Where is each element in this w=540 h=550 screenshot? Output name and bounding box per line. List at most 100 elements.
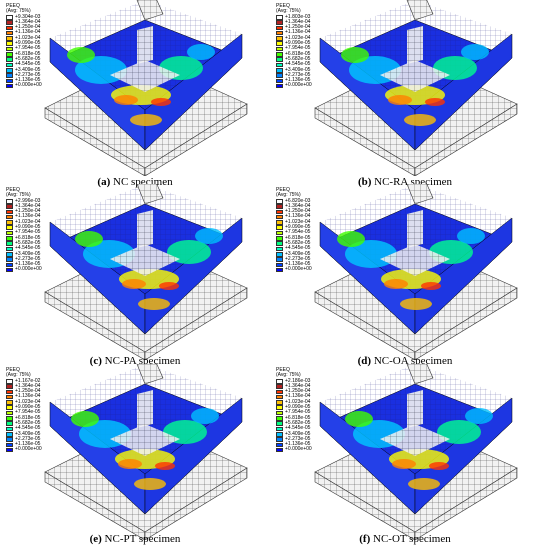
legend-row: +0.000e+00 — [276, 447, 340, 453]
legend-row: +1.250e-04 — [276, 388, 340, 395]
legend-swatch — [6, 410, 13, 416]
legend-value: +1.023e-04 — [285, 218, 311, 225]
legend-swatch — [6, 230, 13, 236]
legend-swatch — [276, 230, 283, 236]
legend-row: +6.818e-05 — [276, 50, 340, 57]
legend-row: +9.090e-05 — [276, 404, 340, 411]
legend-value: +9.090e-05 — [285, 224, 311, 231]
legend-swatch — [276, 36, 283, 41]
legend-row: +1.136e-05 — [6, 261, 70, 268]
legend-row: +6.818e-05 — [6, 51, 70, 57]
legend-swatch — [6, 267, 13, 273]
legend-swatch — [276, 67, 283, 73]
legend-value: +5.682e-05 — [15, 239, 41, 246]
legend-row: +0.000e+00 — [6, 83, 70, 89]
legend-row: +1.364e-04 — [276, 19, 340, 25]
legend-title: PEEQ — [6, 367, 20, 373]
caption-d: (d) NC-OA specimen — [270, 355, 540, 367]
legend-value: +1.136e-05 — [285, 261, 311, 268]
caption-a: (a) NC specimen — [0, 176, 270, 188]
legend-row: +1.364e-04 — [276, 382, 340, 389]
legend-swatch — [6, 73, 13, 78]
legend-row: +1.250e-04 — [276, 208, 340, 215]
panel-c: PEEQ (Avg: 75%) +2.996e-03 +1.364e-04 +1.250… — [0, 179, 270, 366]
legend-value: +1.364e-04 — [285, 202, 311, 209]
legend-value: +1.803e-03 — [285, 13, 311, 20]
caption-letter: (b) — [357, 176, 372, 188]
legend-value: +9.090e-05 — [15, 40, 41, 47]
legend-value: +3.409e-05 — [285, 250, 311, 257]
legend-row: +3.409e-05 — [6, 430, 70, 437]
legend-row: +1.803e-03 — [276, 13, 340, 20]
legend-value: +9.090e-05 — [15, 224, 41, 231]
legend-swatch — [6, 204, 13, 209]
legend-row: +3.409e-05 — [6, 251, 70, 257]
legend-swatch — [276, 52, 283, 57]
legend-row: +1.136e-04 — [276, 393, 340, 400]
legend-value: +1.364e-04 — [15, 18, 41, 25]
legend-value: +1.136e-04 — [285, 213, 311, 220]
legend-value: +3.409e-05 — [15, 430, 41, 437]
caption-letter: (a) — [97, 176, 111, 188]
legend-row: +7.954e-05 — [276, 410, 340, 416]
legend-swatch — [6, 257, 13, 262]
legend-swatch — [276, 241, 283, 246]
legend-swatch — [276, 62, 283, 68]
legend-value: +1.250e-04 — [285, 24, 311, 31]
legend-swatch — [6, 52, 13, 57]
legend-row: +7.954e-05 — [6, 230, 70, 236]
legend-row: +9.090e-05 — [6, 404, 70, 411]
legend-value: +1.023e-04 — [15, 34, 41, 41]
legend-value: +6.818e-05 — [285, 50, 311, 57]
legend-row: +2.273e-05 — [276, 256, 340, 262]
caption-text: NC specimen — [113, 176, 173, 188]
caption-letter: (f) — [359, 533, 371, 545]
panel-a: PEEQ (Avg: 75%) +9.304e-03 +1.364e-04 +1.250… — [0, 0, 270, 182]
legend-swatch — [6, 431, 13, 437]
legend-swatch — [276, 204, 283, 209]
legend-row: +9.090e-05 — [6, 40, 70, 47]
legend-value: +4.545e-05 — [285, 425, 311, 432]
legend-value: +1.250e-04 — [285, 388, 311, 395]
legend-subtitle: (Avg: 75%) — [6, 192, 31, 199]
contour-legend: PEEQ (Avg: 75%) +2.186e-03 +1.364e-04 +1.250… — [276, 367, 340, 453]
legend-row: +2.996e-03 — [6, 198, 70, 204]
caption-text: NC-PT specimen — [104, 533, 181, 545]
legend-value: +7.954e-05 — [285, 229, 311, 236]
legend-row: +6.818e-05 — [276, 415, 340, 421]
legend-swatch — [6, 447, 13, 453]
legend-row: +1.136e-05 — [276, 441, 340, 448]
legend-value: +6.818e-05 — [15, 234, 41, 241]
legend-value: +1.136e-04 — [285, 393, 311, 400]
legend-subtitle: (Avg: 75%) — [276, 372, 301, 379]
legend-row: +1.136e-04 — [276, 213, 340, 220]
legend-swatch — [6, 225, 13, 231]
legend-value: +5.682e-05 — [15, 55, 41, 62]
legend-row: +9.304e-03 — [6, 14, 70, 20]
legend-value: +1.167e-02 — [15, 377, 41, 384]
legend-swatch — [6, 83, 13, 89]
panel-e: PEEQ (Avg: 75%) +1.167e-02 +1.364e-04 +1.250… — [0, 359, 270, 546]
legend-value: +2.273e-05 — [15, 435, 41, 442]
legend-swatch — [276, 262, 283, 268]
legend-swatch — [276, 20, 283, 25]
legend-value: +1.250e-04 — [15, 388, 41, 395]
legend-swatch — [6, 400, 13, 405]
legend-swatch — [276, 410, 283, 416]
legend-value: +2.273e-05 — [15, 255, 41, 262]
legend-row: +7.954e-05 — [276, 229, 340, 236]
legend-value: +1.136e-04 — [15, 29, 41, 36]
legend-value: +1.364e-04 — [285, 382, 311, 389]
legend-value: +3.409e-05 — [285, 66, 311, 73]
contour-figure — [0, 179, 270, 365]
legend-swatch — [6, 236, 13, 241]
legend-swatch — [276, 236, 283, 241]
legend-value: +9.090e-05 — [285, 40, 311, 47]
contour-legend: PEEQ (Avg: 75%) +9.304e-03 +1.364e-04 +1.250… — [6, 3, 70, 89]
legend-value: +4.545e-05 — [15, 61, 41, 68]
contour-figure — [0, 359, 270, 545]
legend-swatch — [276, 405, 283, 411]
legend-value: +6.818e-05 — [15, 414, 41, 421]
legend-row: +1.023e-04 — [6, 34, 70, 41]
legend-value: +6.820e-03 — [285, 197, 311, 204]
